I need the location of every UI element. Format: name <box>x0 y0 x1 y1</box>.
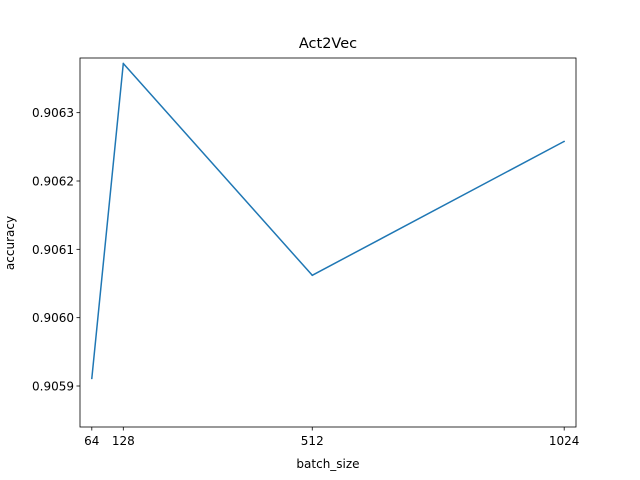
y-axis: 0.9059 0.9060 0.9061 0.9062 0.9063 <box>32 106 80 394</box>
x-axis-label: batch_size <box>296 457 359 471</box>
y-tick-label: 0.9059 <box>32 380 74 394</box>
chart-title: Act2Vec <box>299 36 357 52</box>
x-tick-label: 1024 <box>549 434 580 448</box>
y-axis-label: accuracy <box>3 216 17 270</box>
x-tick-label: 64 <box>84 434 99 448</box>
series-line-0 <box>91 62 565 379</box>
y-tick-label: 0.9063 <box>32 106 74 120</box>
data-point <box>563 140 565 143</box>
y-tick-label: 0.9060 <box>32 311 74 325</box>
y-tick-label: 0.9061 <box>32 243 74 257</box>
data-point <box>91 377 93 380</box>
x-tick-label: 128 <box>112 434 135 448</box>
x-tick-label: 512 <box>301 434 324 448</box>
data-point <box>122 62 125 65</box>
axes-frame <box>79 57 577 428</box>
plot-area <box>79 57 577 428</box>
y-tick-label: 0.9062 <box>32 175 74 189</box>
data-point <box>311 274 314 277</box>
x-axis: 64 128 512 1024 <box>84 427 579 448</box>
